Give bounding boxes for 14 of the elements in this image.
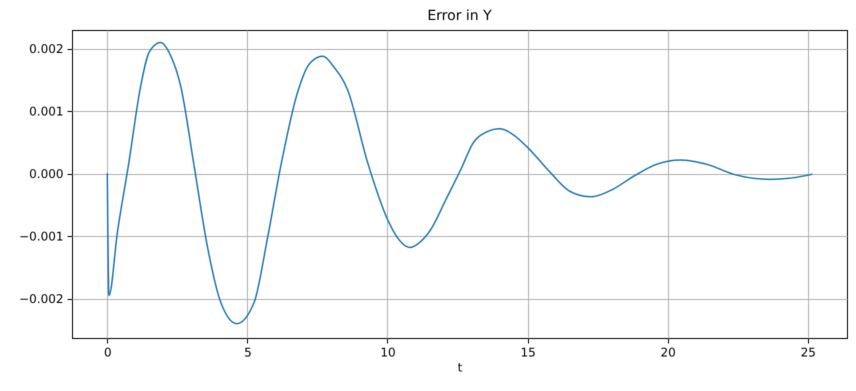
x-tick-label: 25 bbox=[800, 346, 816, 360]
chart-title: Error in Y bbox=[427, 8, 492, 24]
y-tick-label: 0.002 bbox=[29, 42, 64, 56]
y-tick-label: 0.000 bbox=[29, 167, 64, 182]
x-tick-label: 15 bbox=[520, 346, 536, 360]
x-tick-label: 10 bbox=[380, 346, 396, 360]
y-tick-label: 0.001 bbox=[29, 104, 64, 119]
line-series bbox=[106, 42, 813, 324]
x-axis-title: t bbox=[458, 360, 463, 374]
y-tick-label: −0.002 bbox=[19, 292, 64, 306]
y-tick-label: −0.001 bbox=[19, 230, 64, 244]
x-tick-label: 20 bbox=[660, 346, 676, 360]
x-tick-label: 5 bbox=[244, 346, 252, 360]
x-tick-label: 0 bbox=[104, 346, 112, 360]
